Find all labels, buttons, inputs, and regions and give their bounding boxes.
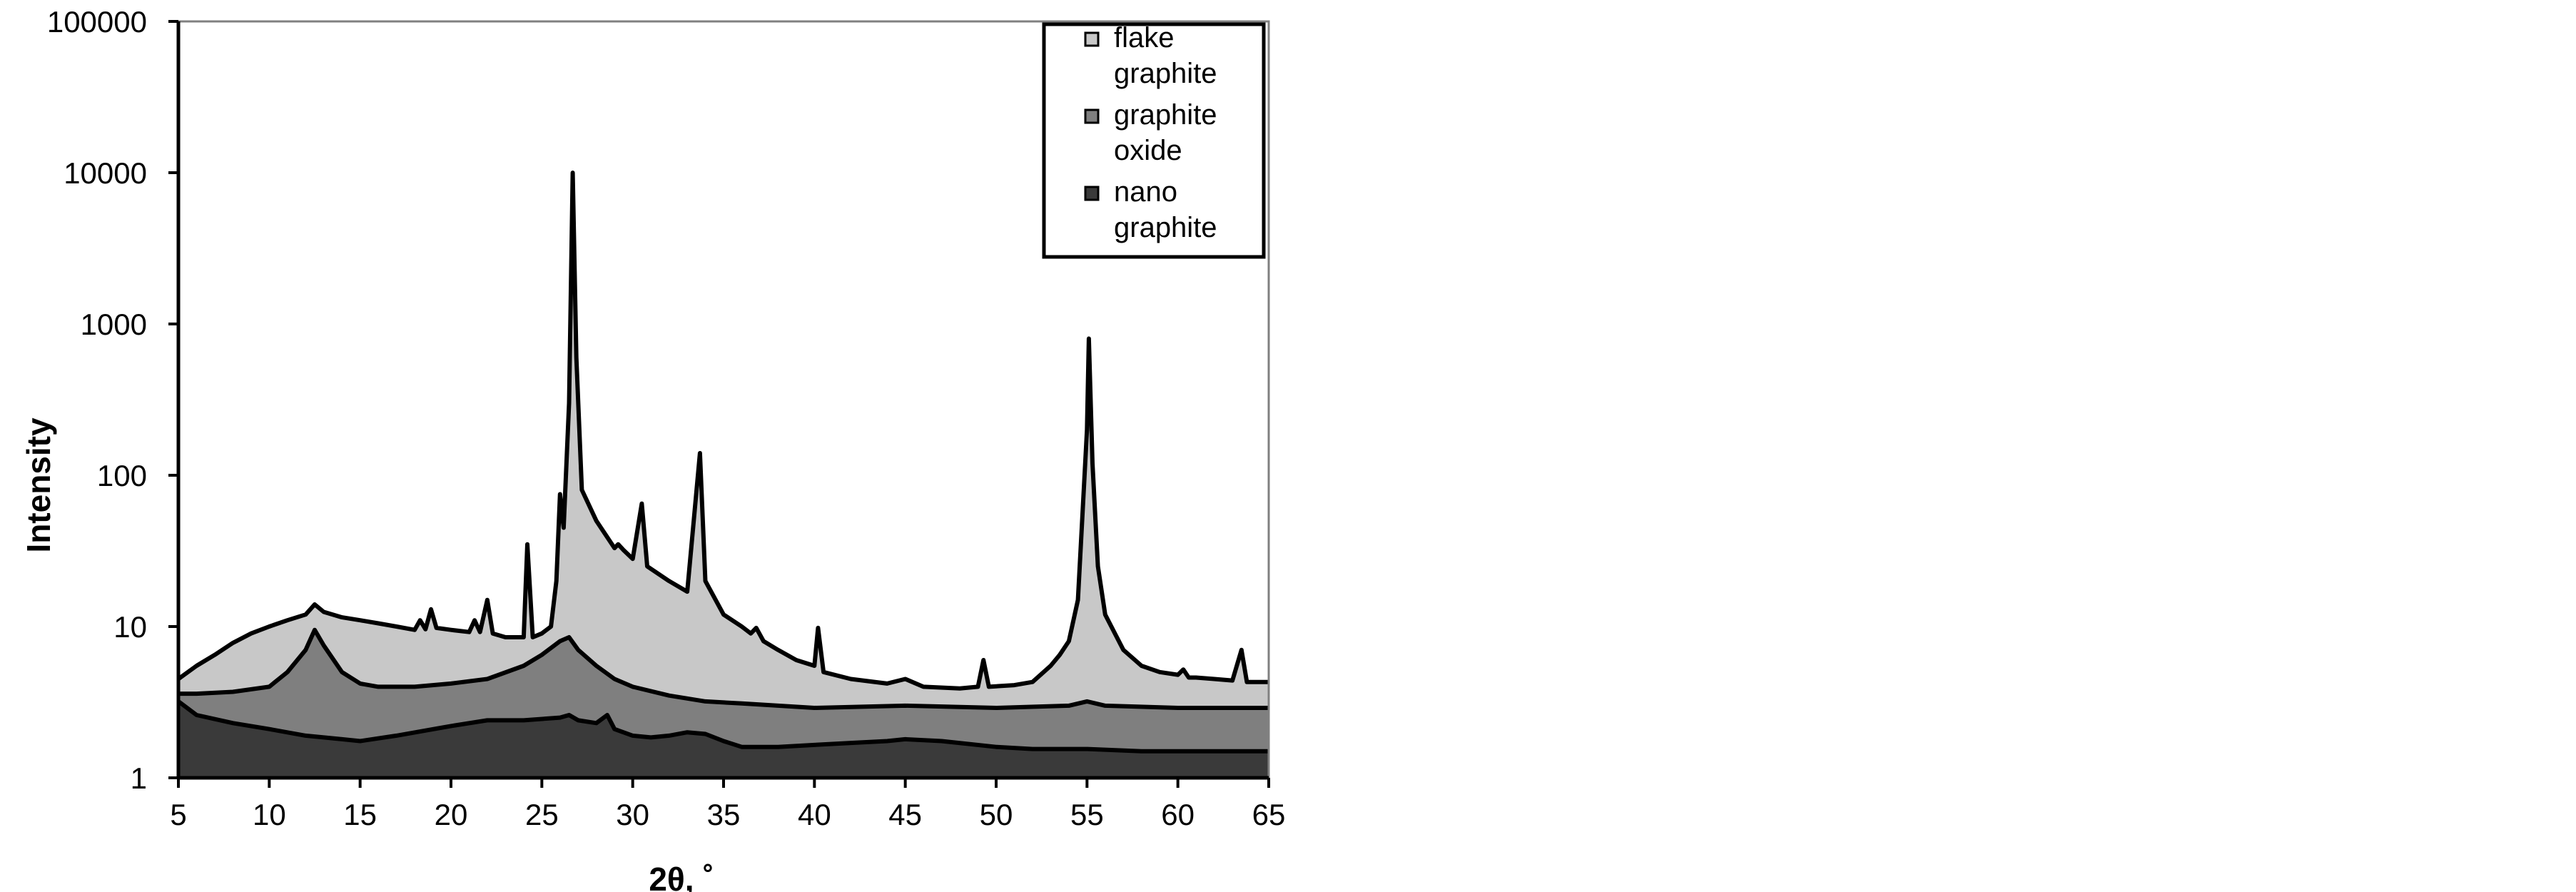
x-tick-label: 25 [525, 798, 559, 831]
legend-swatch [1084, 186, 1100, 201]
series-line-2 [178, 627, 1269, 710]
y-axis-title: Intensity [20, 417, 57, 553]
y-axis-ticks: 1 10 100 1000 10000 100000 [47, 5, 178, 795]
series-line-1 [177, 171, 1269, 691]
x-tick-label: 45 [888, 798, 922, 831]
y-tick-label: 1000 [81, 308, 147, 341]
legend-label: oxide [1114, 135, 1182, 166]
series-area-3 [178, 701, 1269, 778]
x-tick-label: 50 [980, 798, 1013, 831]
x-axis-title: 2θ, ˚ [649, 861, 714, 892]
x-tick-label: 30 [616, 798, 649, 831]
legend-swatch [1084, 31, 1100, 47]
y-tick-label: 10000 [64, 156, 147, 190]
x-tick-label: 40 [798, 798, 831, 831]
x-tick-label: 65 [1252, 798, 1286, 831]
legend-label: graphite [1114, 212, 1217, 243]
y-tick-label: 1 [131, 761, 147, 795]
legend-label: flake [1114, 22, 1175, 54]
x-tick-label: 60 [1161, 798, 1195, 831]
x-tick-label: 20 [435, 798, 468, 831]
y-tick-label: 100000 [47, 5, 147, 39]
y-tick-label: 10 [113, 610, 147, 644]
legend-label: graphite [1114, 58, 1217, 89]
series-layer [177, 171, 1269, 778]
x-tick-label: 10 [253, 798, 286, 831]
legend-label: graphite [1114, 99, 1217, 131]
x-axis-ticks: 5 10 15 20 25 30 35 40 45 50 55 60 65 [170, 778, 1285, 831]
legend-box [1042, 22, 1266, 259]
legend-swatch [1084, 108, 1100, 124]
legend: flake graphite graphite oxide nano graphite [1042, 22, 1266, 259]
x-tick-label: 5 [170, 798, 186, 831]
legend-label: nano [1114, 176, 1177, 208]
y-tick-label: 100 [97, 459, 147, 492]
x-tick-label: 55 [1070, 798, 1104, 831]
x-tick-label: 15 [343, 798, 377, 831]
series-line-3 [177, 699, 1269, 754]
x-tick-label: 35 [707, 798, 741, 831]
